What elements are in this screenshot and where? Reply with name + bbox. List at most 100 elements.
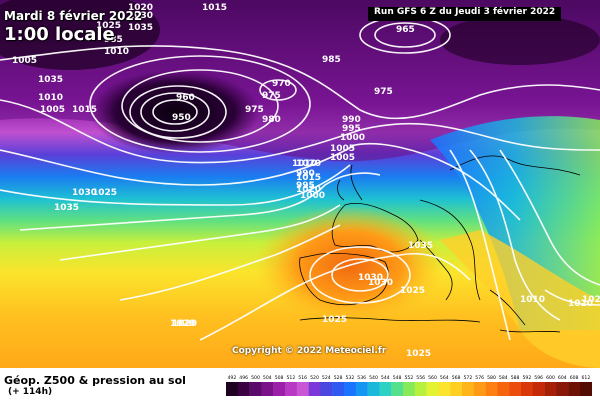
pressure-label: 1005 — [330, 153, 355, 163]
weather-map: 1005 1030 1025 1035 1020 1035 1010 1005 … — [0, 0, 600, 368]
pressure-label: 1000 — [340, 133, 365, 143]
legend-tick-label: 536 — [357, 375, 366, 381]
isobar-965 — [152, 99, 198, 125]
pressure-label: 990 — [342, 115, 361, 125]
legend-tick-label: 560 — [428, 375, 437, 381]
coast-britain — [337, 164, 363, 201]
isobar-995 — [0, 99, 600, 164]
legend-swatch — [544, 382, 557, 396]
legend-tick-label: 608 — [570, 375, 579, 381]
legend-swatch — [320, 382, 333, 396]
isobar-1010 — [19, 172, 381, 231]
legend-tick-label: 592 — [523, 375, 532, 381]
legend-swatch — [344, 382, 356, 396]
forecast-date: Mardi 8 février 2022 — [4, 9, 143, 23]
legend-tick-label: 512 — [287, 375, 296, 381]
legend-tick-label: 576 — [475, 375, 484, 381]
pressure-label: 1030 — [72, 188, 97, 198]
legend-swatch — [462, 382, 474, 396]
legend-tick-label: 540 — [369, 375, 378, 381]
coast-iberia — [299, 252, 389, 306]
legend-swatch — [249, 382, 262, 396]
pressure-label: 1025 — [96, 21, 121, 31]
legend-tick-label: 596 — [534, 375, 543, 381]
legend-swatch — [532, 382, 545, 396]
pressure-label: 1010 — [104, 47, 129, 57]
copyright-notice: Copyright © 2022 Meteociel.fr — [232, 346, 387, 356]
coast-north-africa — [299, 317, 481, 323]
pressure-label: 1015 — [202, 3, 227, 13]
legend-swatch — [485, 382, 498, 396]
pressure-label: 1010 — [292, 159, 317, 169]
pressure-label: 1025 — [322, 315, 347, 325]
pressure-label: 975 — [245, 105, 264, 115]
pressure-label: 1025 — [400, 286, 425, 296]
legend-tick-label: 532 — [346, 375, 355, 381]
legend-swatch — [509, 382, 522, 396]
pressure-label: 1020 — [296, 159, 321, 169]
pressure-label: 950 — [172, 113, 191, 123]
legend-tick-label: 564 — [440, 375, 449, 381]
legend-swatch — [473, 382, 486, 396]
legend-swatch — [568, 382, 581, 396]
isobar-1020 — [119, 224, 341, 301]
isobar-1020-e — [544, 289, 600, 306]
legend-tick-label: 516 — [298, 375, 307, 381]
isobar-975 — [129, 85, 227, 139]
isobar-970-b — [259, 79, 297, 101]
legend-swatch — [556, 382, 569, 396]
pressure-label: 960 — [176, 93, 195, 103]
legend-tick-label: 500 — [251, 375, 260, 381]
pressure-label: 1020 — [172, 319, 197, 329]
model-run-label: Run GFS 6 Z du Jeudi 3 février 2022 — [368, 7, 562, 21]
pressure-label: 1015 — [296, 173, 321, 183]
isobar-980 — [121, 69, 279, 143]
isobar-970 — [140, 92, 210, 132]
legend-swatch — [367, 382, 380, 396]
pressure-label: 975 — [262, 91, 281, 101]
pressure-label: 970 — [272, 79, 291, 89]
legend-tick-label: 528 — [334, 375, 343, 381]
isobar-1035 — [331, 258, 389, 292]
legend-swatch — [426, 382, 439, 396]
pressure-label: 995 — [296, 181, 315, 191]
legend-swatch — [261, 382, 274, 396]
pressure-label: 1010 — [38, 93, 63, 103]
pressure-label: 980 — [262, 115, 281, 125]
legend-tick-label: 508 — [275, 375, 284, 381]
legend-swatch — [497, 382, 510, 396]
legend-swatch — [403, 382, 415, 396]
pressure-label: 1000 — [300, 191, 325, 201]
legend-tick-label: 544 — [381, 375, 390, 381]
legend-tick-label: 556 — [416, 375, 425, 381]
legend-swatch — [273, 382, 286, 396]
pressure-label: 1010 — [520, 295, 545, 305]
coast-europe — [419, 155, 581, 301]
pressure-label: 1015 — [72, 105, 97, 115]
legend-tick-label: 520 — [310, 375, 319, 381]
pressure-label: 1035 — [38, 75, 63, 85]
coast-italy — [419, 239, 453, 301]
pressure-label: 1005 — [330, 144, 355, 154]
legend-swatch — [379, 382, 392, 396]
low-pressure-core — [90, 70, 260, 154]
legend-tick-label: 580 — [487, 375, 496, 381]
legend-swatch — [414, 382, 427, 396]
legend-tick-label: 568 — [452, 375, 461, 381]
legend-swatch — [285, 382, 297, 396]
legend-swatch — [296, 382, 309, 396]
pressure-label: 1035 — [54, 203, 79, 213]
pressure-label: 1030 — [358, 273, 383, 283]
legend-tick-label: 552 — [405, 375, 414, 381]
legend-tick-label: 604 — [558, 375, 567, 381]
pressure-label: 1030 — [128, 11, 153, 21]
legend-tick-label: 572 — [464, 375, 473, 381]
southeast-ridge — [440, 230, 600, 368]
pressure-label: 965 — [396, 25, 415, 35]
legend-swatch — [226, 382, 238, 396]
legend-swatch — [308, 382, 321, 396]
legend-tick-label: 504 — [263, 375, 272, 381]
pressure-label: 1005 — [12, 56, 37, 66]
pressure-label: 990 — [296, 169, 315, 179]
